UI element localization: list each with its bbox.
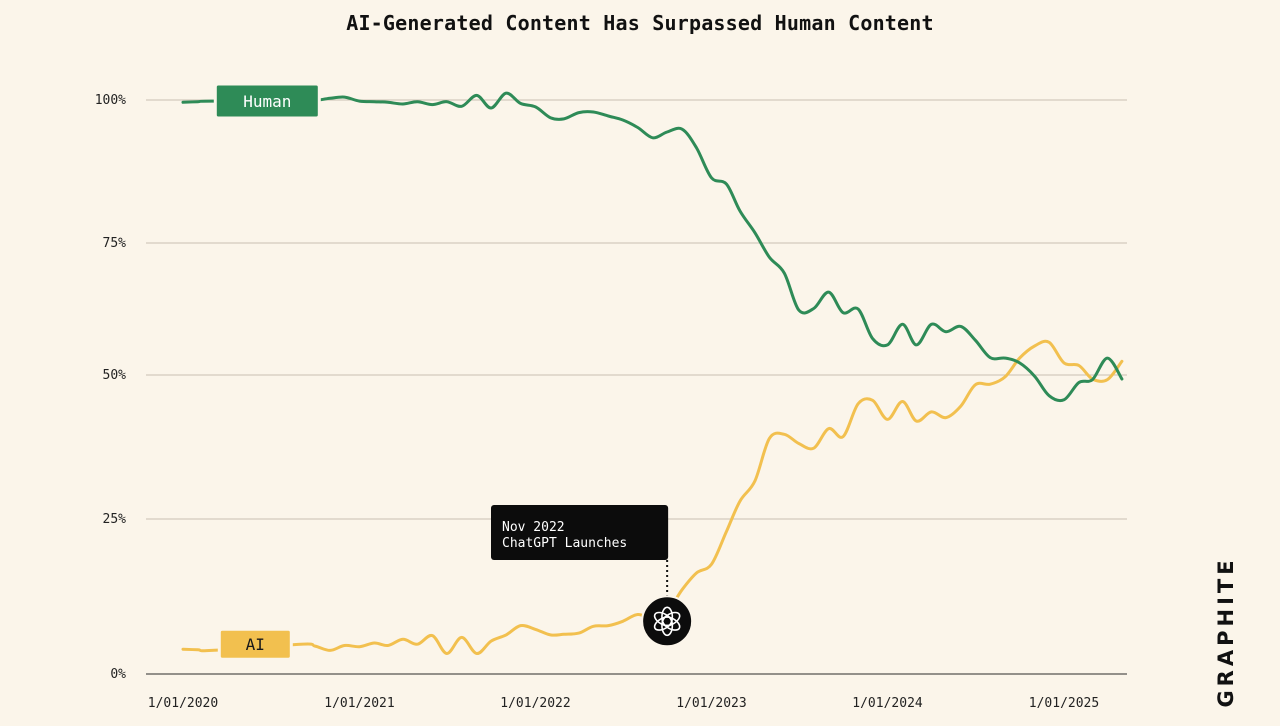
y-tick-label: 100% bbox=[95, 93, 126, 108]
annotation-text-line: ChatGPT Launches bbox=[502, 536, 627, 551]
brand-logo: GRAPHITE bbox=[1214, 556, 1238, 708]
openai-logo-icon bbox=[641, 595, 694, 648]
grid-lines bbox=[146, 99, 1127, 675]
y-tick-label: 50% bbox=[103, 368, 127, 383]
y-tick-label: 75% bbox=[103, 236, 127, 251]
x-tick-label: 1/01/2025 bbox=[1029, 696, 1099, 711]
series-labels: Human AI bbox=[213, 82, 321, 661]
x-tick-label: 1/01/2024 bbox=[852, 696, 923, 711]
series-lines bbox=[181, 91, 1124, 655]
chart-title: AI-Generated Content Has Surpassed Human… bbox=[346, 11, 934, 35]
series-label-text: AI bbox=[246, 635, 265, 654]
series-label-pill bbox=[213, 82, 321, 120]
series-label-pill bbox=[217, 627, 293, 661]
x-tick-label: 1/01/2020 bbox=[148, 696, 218, 711]
series-label-text: Human bbox=[243, 92, 291, 111]
x-tick-label: 1/01/2023 bbox=[676, 696, 746, 711]
y-tick-label: 25% bbox=[103, 512, 127, 527]
y-axis: 0% 25% 50% 75% 100% bbox=[95, 93, 126, 682]
series-line-ai bbox=[181, 339, 1124, 655]
annotation-box bbox=[491, 505, 669, 560]
x-axis: 1/01/2020 1/01/2021 1/01/2022 1/01/2023 1/01… bbox=[148, 696, 1099, 711]
y-tick-label: 0% bbox=[110, 667, 126, 682]
annotation-text-line: Nov 2022 bbox=[502, 520, 565, 535]
series-line-human bbox=[181, 91, 1124, 403]
x-tick-label: 1/01/2022 bbox=[500, 696, 570, 711]
x-tick-label: 1/01/2021 bbox=[324, 696, 394, 711]
series-label-human: Human bbox=[213, 82, 321, 120]
series-label-ai: AI bbox=[217, 627, 293, 661]
